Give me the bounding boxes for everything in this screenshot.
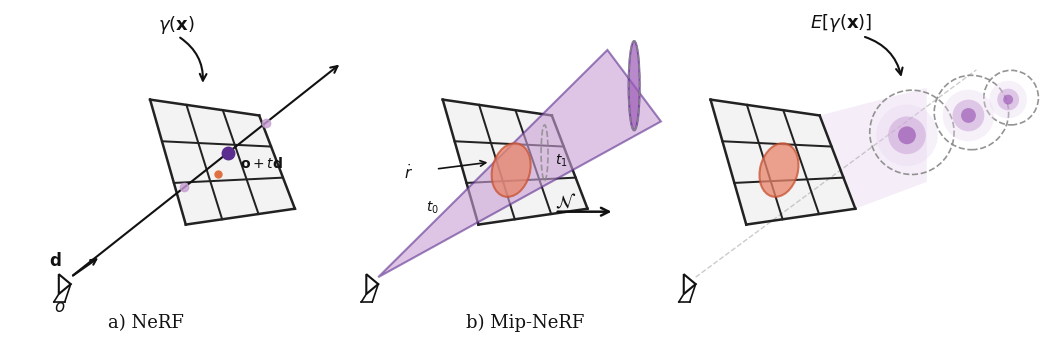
Ellipse shape [961, 108, 976, 123]
Text: b) Mip-NeRF: b) Mip-NeRF [465, 313, 584, 332]
Polygon shape [710, 100, 855, 225]
Ellipse shape [953, 100, 985, 132]
Polygon shape [151, 100, 295, 225]
Ellipse shape [898, 126, 916, 144]
Ellipse shape [888, 117, 925, 154]
Polygon shape [378, 50, 660, 277]
Ellipse shape [997, 89, 1019, 110]
Ellipse shape [759, 143, 798, 197]
Ellipse shape [1003, 95, 1013, 104]
Ellipse shape [629, 41, 640, 130]
Text: $\mathcal{N}$: $\mathcal{N}$ [554, 194, 576, 213]
Text: a) NeRF: a) NeRF [108, 314, 184, 332]
Text: o: o [54, 298, 64, 316]
Text: d: d [49, 252, 60, 270]
Text: $\gamma(\mathbf{x})$: $\gamma(\mathbf{x})$ [158, 14, 195, 36]
Ellipse shape [942, 90, 994, 141]
Text: $\dot{r}$: $\dot{r}$ [404, 163, 413, 182]
Polygon shape [819, 88, 926, 209]
Ellipse shape [989, 81, 1027, 118]
Polygon shape [443, 100, 587, 225]
Text: $\mathbf{o} + t\mathbf{d}$: $\mathbf{o} + t\mathbf{d}$ [240, 156, 282, 171]
Text: $t_1$: $t_1$ [554, 153, 567, 169]
Text: $E[\gamma(\mathbf{x})]$: $E[\gamma(\mathbf{x})]$ [810, 12, 872, 34]
Ellipse shape [877, 104, 938, 166]
Ellipse shape [492, 143, 531, 197]
Text: $t_0$: $t_0$ [426, 200, 439, 216]
